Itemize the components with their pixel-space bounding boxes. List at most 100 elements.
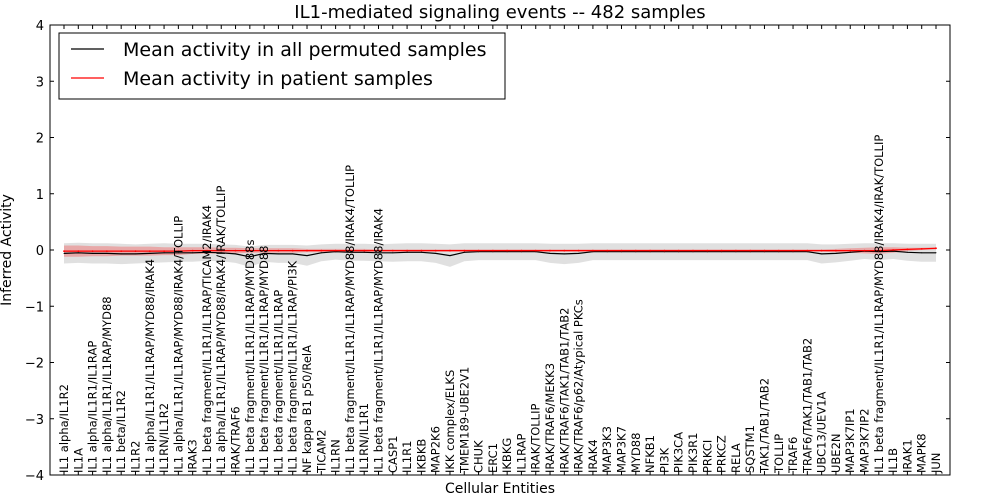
entity-label: PRKCZ xyxy=(715,435,729,473)
entity-label: IL1 beta fragment/IL1R1/IL1RAP/MYD88s xyxy=(243,240,257,473)
data-point-patient xyxy=(391,249,394,252)
data-point-permuted xyxy=(906,251,908,253)
entity-label: IKK complex/ELKS xyxy=(443,370,457,473)
y-tick-label: 0 xyxy=(36,244,44,259)
entity-label: TRAF6 xyxy=(786,437,800,474)
entity-label: IL1RN xyxy=(329,439,343,473)
data-point-patient xyxy=(706,249,709,252)
legend-box xyxy=(58,32,506,100)
data-point-patient xyxy=(577,249,580,252)
data-point-permuted xyxy=(263,252,265,254)
data-point-permuted xyxy=(306,255,308,257)
entity-label: PRKCI xyxy=(700,440,714,473)
data-point-permuted xyxy=(235,253,236,255)
data-point-patient xyxy=(877,249,880,252)
entity-labels: IL1 alpha/IL1R2 IL1A IL1 alpha/IL1R1/IL1RA… xyxy=(57,135,943,474)
data-point-patient xyxy=(120,250,123,253)
y-axis-ticks: −4 −3 −2 −1 0 1 2 3 4 xyxy=(25,19,950,484)
data-point-patient xyxy=(463,249,466,252)
data-point-permuted xyxy=(363,251,365,253)
entity-label: TAK1/TAB1/TAB2 xyxy=(758,378,772,474)
data-point-patient xyxy=(720,249,723,252)
entity-label: IKBKB xyxy=(414,439,428,473)
data-point-permuted xyxy=(77,252,79,254)
entity-label: IL1 beta fragment/IL1R1/IL1RAP/PI3K xyxy=(286,260,300,473)
entity-label: IRAK1 xyxy=(900,439,914,473)
entity-label: MAP3K3 xyxy=(600,426,614,473)
y-tick-label: 1 xyxy=(36,188,44,203)
data-point-permuted xyxy=(578,252,580,254)
series-line-permuted xyxy=(63,250,936,258)
data-point-patient xyxy=(506,249,508,252)
entity-label: SQSTM1 xyxy=(743,425,757,473)
entity-label: IL1 beta fragment/IL1R1/IL1RAP/MYD88/IRA… xyxy=(343,165,357,473)
data-point-patient xyxy=(106,250,108,253)
entity-label: IL1RN/IL1R2 xyxy=(157,403,171,473)
data-point-patient xyxy=(248,249,251,252)
entity-label: PIK3CA xyxy=(672,432,686,473)
data-point-permuted xyxy=(435,252,437,254)
data-point-patient xyxy=(420,249,423,252)
data-point-patient xyxy=(906,248,909,251)
data-point-permuted xyxy=(149,252,151,254)
data-point-patient xyxy=(434,249,437,252)
entity-label: NF kappa B1 p50/RelA xyxy=(300,345,314,473)
entity-label: UBC13/UEV1A xyxy=(815,391,829,473)
data-point-patient xyxy=(763,249,766,252)
data-point-patient xyxy=(849,249,852,252)
entity-label: IL1RAP xyxy=(514,433,528,473)
entity-label: TOLLIP xyxy=(772,434,786,474)
x-axis-ticks xyxy=(63,25,937,475)
data-point-patient xyxy=(263,249,265,252)
entity-label: IL1 beta fragment/IL1R1/IL1RAP/MYD88/IRA… xyxy=(372,208,386,473)
data-point-permuted xyxy=(292,253,294,255)
entity-label: RELA xyxy=(729,443,743,473)
data-point-patient xyxy=(549,249,551,252)
data-point-permuted xyxy=(463,251,465,253)
data-point-patient xyxy=(148,250,151,253)
data-point-patient xyxy=(920,248,923,250)
data-point-patient xyxy=(606,249,609,252)
data-point-patient xyxy=(291,249,294,252)
data-point-patient xyxy=(377,249,380,252)
entity-label: IL1 beta/IL1R2 xyxy=(114,390,128,473)
data-point-patient xyxy=(749,249,752,252)
data-point-patient xyxy=(692,249,694,252)
y-tick-label: −1 xyxy=(25,300,44,315)
entity-label: IRAK/TOLLIP xyxy=(529,404,543,473)
data-point-patient xyxy=(449,249,451,252)
data-point-patient xyxy=(634,249,637,252)
entity-label: IL1 beta fragment/IL1R1/IL1RAP/MYD88/IRA… xyxy=(872,135,886,473)
entity-label: IL1 alpha/IL1R1/IL1RAP/MYD88 xyxy=(100,296,114,473)
data-point-patient xyxy=(935,247,937,250)
entity-label: IRAK3 xyxy=(186,439,200,473)
data-point-patient xyxy=(649,249,651,252)
entity-label: MYD88 xyxy=(629,433,643,473)
entity-label: TRAF6/TAK1/TAB1/TAB2 xyxy=(800,338,814,474)
entity-label: IRAK4 xyxy=(586,439,600,473)
data-point-patient xyxy=(349,249,351,252)
entity-label: MAP3K7IP2 xyxy=(858,408,872,473)
data-point-patient xyxy=(206,249,208,252)
entity-label: TMEM189-UBE2V1 xyxy=(457,367,471,474)
data-point-permuted xyxy=(320,252,322,254)
data-point-permuted xyxy=(63,252,65,254)
data-point-patient xyxy=(563,249,566,252)
data-point-permuted xyxy=(177,252,179,254)
entity-label: CASP1 xyxy=(386,436,400,473)
data-point-patient xyxy=(477,249,480,252)
entity-label: IL1 alpha/IL1R1/IL1RAP/MYD88/IRAK4 xyxy=(143,259,157,473)
data-point-permuted xyxy=(206,251,208,253)
data-point-patient xyxy=(806,249,809,252)
y-tick-label: −3 xyxy=(25,413,44,428)
data-point-patient xyxy=(163,250,166,253)
data-point-permuted xyxy=(192,252,194,254)
data-point-patient xyxy=(663,249,666,252)
series-lines xyxy=(63,247,937,258)
data-point-patient xyxy=(306,249,308,252)
data-point-patient xyxy=(334,249,337,252)
data-point-patient xyxy=(191,249,194,252)
y-tick-label: −4 xyxy=(25,469,44,484)
entity-label: MAP3K7IP1 xyxy=(843,408,857,473)
